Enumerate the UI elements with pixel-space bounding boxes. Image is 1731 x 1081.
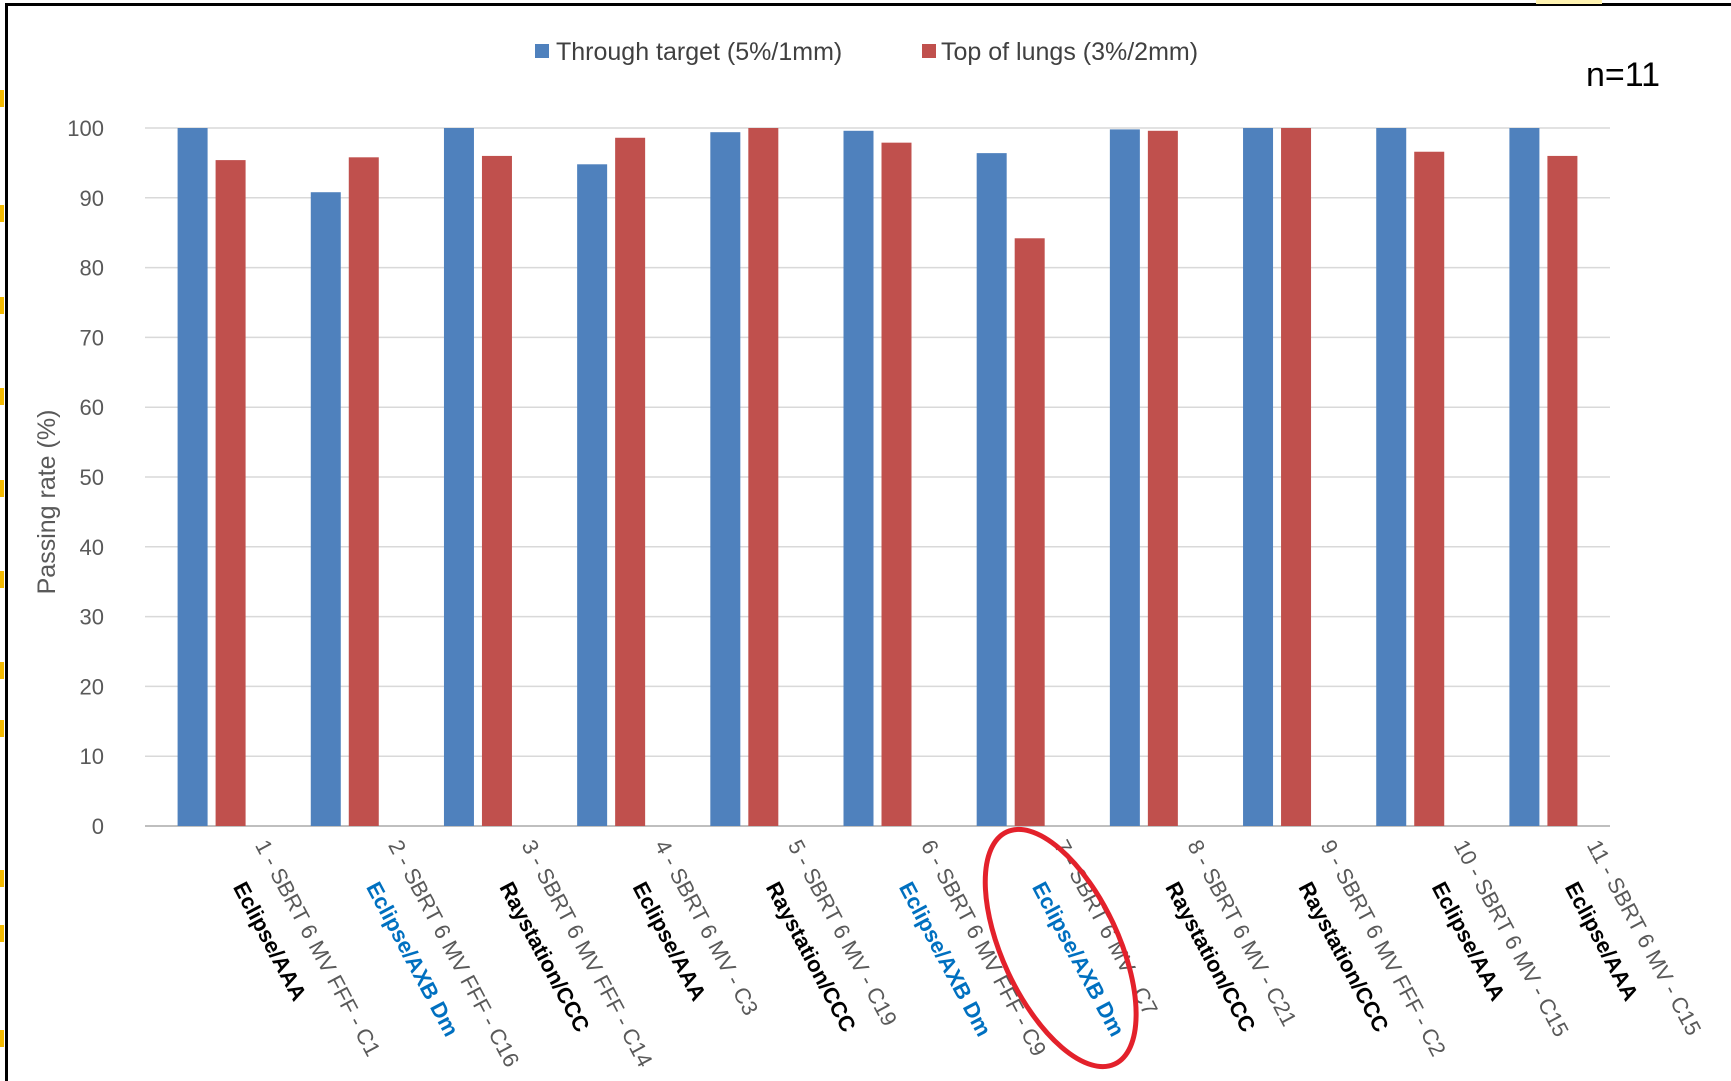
- y-tick-label: 20: [80, 674, 104, 699]
- y-axis-label: Passing rate (%): [33, 410, 61, 595]
- y-tick-label: 90: [80, 186, 104, 211]
- legend-label: Through target (5%/1mm): [556, 38, 842, 66]
- bar-top-of-lungs: [1414, 151, 1445, 826]
- y-tick-label: 80: [80, 256, 104, 281]
- y-tick-label: 40: [80, 535, 104, 560]
- bar-through-target: [1109, 129, 1140, 826]
- bar-top-of-lungs: [215, 160, 246, 826]
- side-dash: [0, 205, 4, 222]
- bar-top-of-lungs: [1014, 238, 1045, 826]
- corner-fragment: [1536, 0, 1602, 4]
- chart-frame: [5, 3, 1731, 1081]
- y-tick-label: 70: [80, 325, 104, 350]
- bar-through-target: [1509, 128, 1540, 826]
- sample-size-annotation: n=11: [1586, 56, 1660, 94]
- bars: [177, 128, 1578, 827]
- side-dash: [0, 925, 4, 942]
- legend: Through target (5%/1mm) Top of lungs (3%/…: [535, 38, 1198, 66]
- bar-top-of-lungs: [1547, 155, 1578, 827]
- bar-through-target: [177, 128, 208, 826]
- y-axis-ticks: 0 10 20 30 40 50 60 70 80 90 100: [67, 116, 104, 839]
- bar-through-target: [710, 132, 741, 827]
- side-dash: [0, 90, 4, 107]
- bar-through-target: [843, 130, 874, 827]
- bar-through-target: [310, 192, 341, 826]
- side-dash: [0, 720, 4, 737]
- bar-top-of-lungs: [481, 155, 512, 827]
- bar-top-of-lungs: [1147, 130, 1178, 827]
- legend-label: Top of lungs (3%/2mm): [941, 38, 1198, 66]
- y-tick-label: 100: [67, 116, 104, 141]
- side-dash: [0, 870, 4, 887]
- side-dash: [0, 297, 4, 314]
- bar-through-target: [577, 164, 608, 826]
- bar-through-target: [1376, 128, 1407, 826]
- bar-top-of-lungs: [748, 128, 779, 826]
- y-tick-label: 60: [80, 395, 104, 420]
- y-tick-label: 50: [80, 465, 104, 490]
- side-dash: [0, 1030, 4, 1047]
- highlight-ellipse: [982, 826, 1139, 1070]
- y-tick-label: 30: [80, 605, 104, 630]
- bar-through-target: [443, 128, 474, 826]
- bar-top-of-lungs: [348, 157, 379, 827]
- legend-swatch: [535, 44, 549, 58]
- bar-top-of-lungs: [1281, 128, 1312, 826]
- legend-swatch: [922, 44, 936, 58]
- bar-top-of-lungs: [881, 142, 912, 826]
- y-tick-label: 10: [80, 744, 104, 769]
- side-dash: [0, 571, 4, 588]
- side-dash: [0, 662, 4, 679]
- side-dash: [0, 388, 4, 405]
- gridlines: [145, 127, 1610, 827]
- bar-through-target: [976, 153, 1007, 827]
- side-dash: [0, 480, 4, 497]
- bar-through-target: [1243, 128, 1274, 826]
- y-tick-label: 0: [92, 814, 104, 839]
- bar-top-of-lungs: [615, 137, 646, 827]
